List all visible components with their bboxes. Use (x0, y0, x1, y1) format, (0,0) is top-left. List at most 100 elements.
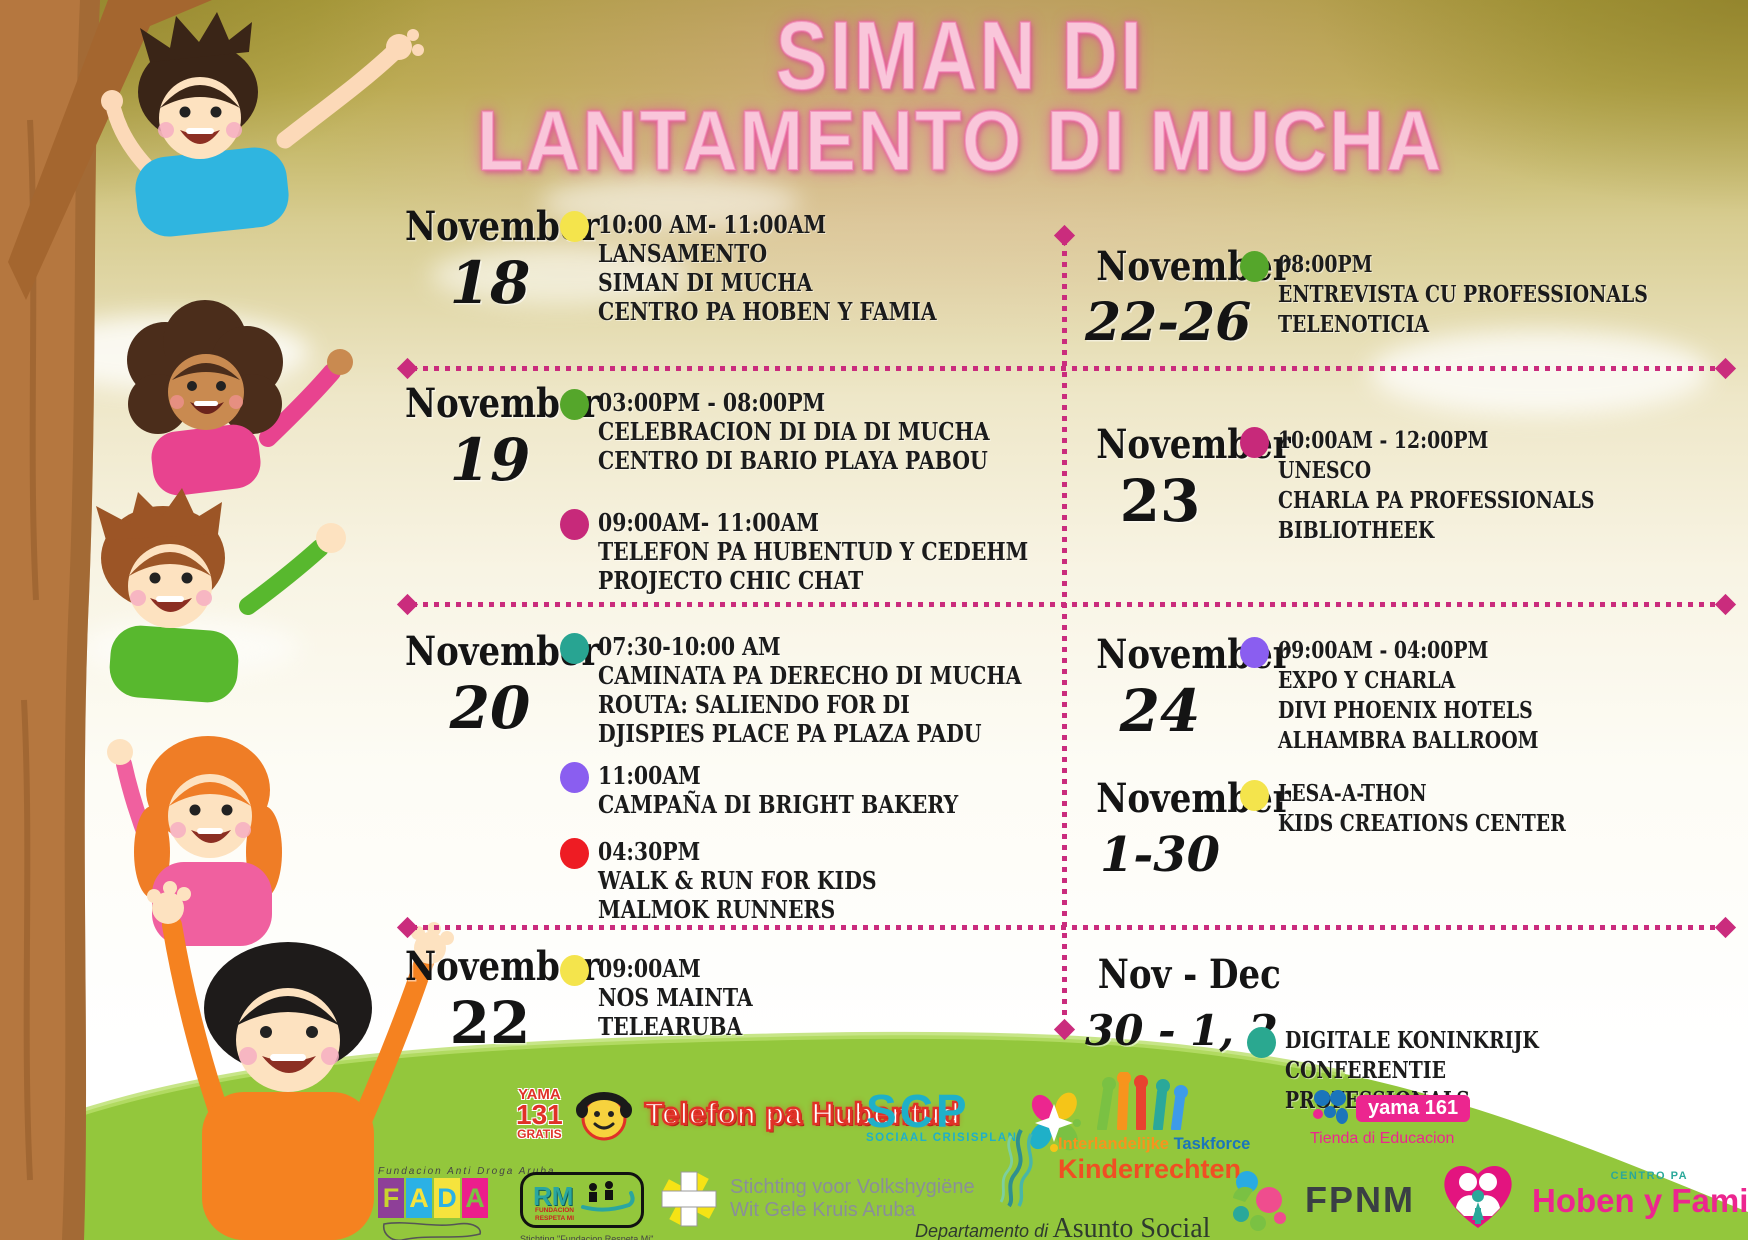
hoben-pre: CENTRO PA (1610, 1170, 1689, 1182)
poster-title-line2: LANTAMENTO DI MUCHA (476, 94, 1444, 189)
event-line: CENTRO DI BARIO PLAYA PABOU (598, 446, 988, 475)
event-line: CHARLA PA PROFESSIONALS (1278, 487, 1595, 514)
event-line: MALMOK RUNNERS (598, 895, 836, 924)
event-line: ROUTA: SALIENDO FOR DI (598, 690, 910, 719)
wit-gele-kruis-text: Stichting voor Volkshygiëne Wit Gele Kru… (730, 1176, 975, 1222)
wit-gele-kruis-line1: Stichting voor Volkshygiëne (730, 1176, 975, 1198)
wit-gele-kruis-line2: Wit Gele Kruis Aruba (730, 1199, 916, 1221)
event-line: DIVI PHOENIX HOTELS (1278, 697, 1533, 724)
smiley-phone-icon (575, 1092, 632, 1141)
event: 09:00AM- 11:00AM TELEFON PA HUBENTUD Y C… (560, 508, 1104, 595)
telefon-pa-hubentud-label: Telefon pa Hubentud (643, 1095, 961, 1133)
kid-orange-shirt (147, 881, 454, 1240)
yama-131-line3: GRATIS (517, 1126, 562, 1141)
day-label: 18 (449, 249, 531, 317)
kid-blue-shirt (101, 12, 424, 237)
logo-taskforce-kinderrechten: Interlandelijke Taskforce Kinderrechten (1058, 1071, 1250, 1185)
logo-hoben-y-famia: CENTRO PA Hoben y Famia (1438, 1158, 1748, 1232)
event-line: CAMINATA PA DERECHO DI MUCHA (598, 661, 1022, 690)
event-line: KIDS CREATIONS CENTER (1278, 810, 1566, 837)
fada-letter: A (462, 1178, 488, 1218)
waves-icon (999, 1129, 1033, 1208)
event-line: DJISPIES PLACE PA PLAZA PADU (598, 719, 982, 748)
kid-green-shirt (96, 488, 346, 703)
event: 09:00AM NOS MAINTA TELEARUBA (560, 954, 780, 1041)
event-line: SIMAN DI MUCHA (598, 268, 813, 297)
cloud (430, 245, 690, 305)
logo-telefon-pa-hubentud: YAMA 131 GRATIS Telefon pa Hubentud (516, 1085, 961, 1142)
event-line: CAMPAÑA DI BRIGHT BAKERY (598, 790, 959, 819)
event-line: EXPO Y CHARLA (1278, 667, 1456, 694)
day-label: 23 (1119, 467, 1201, 535)
event-dot (560, 955, 589, 986)
yama-161-icon (1313, 1090, 1348, 1124)
fada-letter: F (378, 1178, 404, 1218)
month-label: November (405, 380, 600, 427)
rm-sub1: FUNDACION (535, 1207, 574, 1214)
month-label: November (1096, 775, 1291, 822)
asunto-pre: Departamento di (915, 1221, 1049, 1240)
event: 08:00PM ENTREVISTA CU PROFESSIONALS TELE… (1240, 250, 1729, 340)
logo-fada: Fundacion Anti Droga Aruba F A D A (378, 1166, 555, 1240)
divider-vertical (1062, 240, 1067, 1020)
hoben-y-famia-text: CENTRO PA Hoben y Famia (1532, 1170, 1748, 1220)
event: 09:00AM - 04:00PM EXPO Y CHARLA DIVI PHO… (1240, 636, 1596, 756)
aruba-island-sketch (382, 1222, 482, 1240)
day-label: 1-30 (1099, 827, 1221, 883)
yama-131-badge: YAMA 131 GRATIS (516, 1085, 563, 1141)
event-time: 09:00AM - 04:00PM (1278, 637, 1489, 664)
month-label: November (405, 943, 600, 990)
wit-gele-kruis-cross-icon (661, 1171, 717, 1227)
family-heart-icon (1444, 1165, 1512, 1228)
event: 03:00PM - 08:00PM CELEBRACION DI DIA DI … (560, 388, 1059, 475)
fada-letter: A (406, 1178, 432, 1218)
event-line: CENTRO PA HOBEN Y FAMIA (598, 297, 937, 326)
raised-hands-icon (1097, 1071, 1188, 1133)
logo-wit-gele-kruis: Stichting voor Volkshygiëne Wit Gele Kru… (660, 1170, 975, 1228)
yama-161-subtitle: Tienda di Educacion (1310, 1130, 1455, 1147)
tree-kids-illustration (0, 0, 454, 1240)
event: 11:00AM CAMPAÑA DI BRIGHT BAKERY (560, 761, 1022, 819)
event-dot (560, 633, 589, 664)
event-line: TELEARUBA (598, 1012, 743, 1041)
taskforce-line1: Interlandelijke Taskforce (1058, 1135, 1250, 1154)
event-line: TELEFON PA HUBENTUD Y CEDEHM (598, 537, 1029, 566)
day-label: 22-26 (1085, 292, 1252, 353)
kid-magenta-shirt (127, 300, 353, 496)
event-line: NOS MAINTA (598, 983, 753, 1012)
scp-name: SCP (866, 1085, 970, 1137)
rm-caption: Stichting "Fundacion Respeta Mi" (520, 1234, 654, 1240)
scp-burst-icon (1030, 1092, 1082, 1152)
day-label: 24 (1119, 677, 1201, 745)
event-line: TELENOTICIA (1278, 311, 1430, 338)
kid-pink-top (107, 736, 282, 946)
event-dot (560, 211, 589, 242)
taskforce-pre2: Taskforce (1173, 1135, 1251, 1153)
tree-trunk (0, 0, 100, 1240)
fada-tiles: F A D A (378, 1178, 555, 1218)
event-dot (1247, 1027, 1276, 1058)
event-line: ENTREVISTA CU PROFESSIONALS (1278, 281, 1648, 308)
taskforce-pre: Interlandelijke (1058, 1135, 1169, 1153)
taskforce-name: Kinderrechten (1058, 1154, 1242, 1184)
event-time: 03:00PM - 08:00PM (598, 388, 826, 417)
rm-name: RM (533, 1181, 574, 1211)
cloud (1370, 330, 1710, 415)
yama-161-badge: yama 161 (1356, 1094, 1471, 1122)
event-dot (560, 838, 589, 869)
event: 10:00AM - 12:00PM UNESCO CHARLA PA PROFE… (1240, 426, 1664, 546)
month-label: November (405, 203, 600, 250)
asunto-social-text: Departamento di Asunto Social (915, 1213, 1210, 1240)
event-line: BIBLIOTHEEK (1278, 517, 1435, 544)
event-dot (1240, 780, 1269, 811)
day-label: 20 (449, 674, 531, 742)
event: LESA-A-THON KIDS CREATIONS CENTER (1240, 779, 1629, 839)
event-time: 04:30PM (598, 837, 701, 866)
month-label: November (405, 628, 600, 675)
yama-131-line1: YAMA (517, 1085, 561, 1103)
asunto-name: Asunto Social (1052, 1213, 1211, 1240)
rm-kids-icon (581, 1181, 635, 1212)
event: 04:30PM WALK & RUN FOR KIDS MALMOK RUNNE… (560, 837, 926, 924)
fada-letter: D (434, 1178, 460, 1218)
